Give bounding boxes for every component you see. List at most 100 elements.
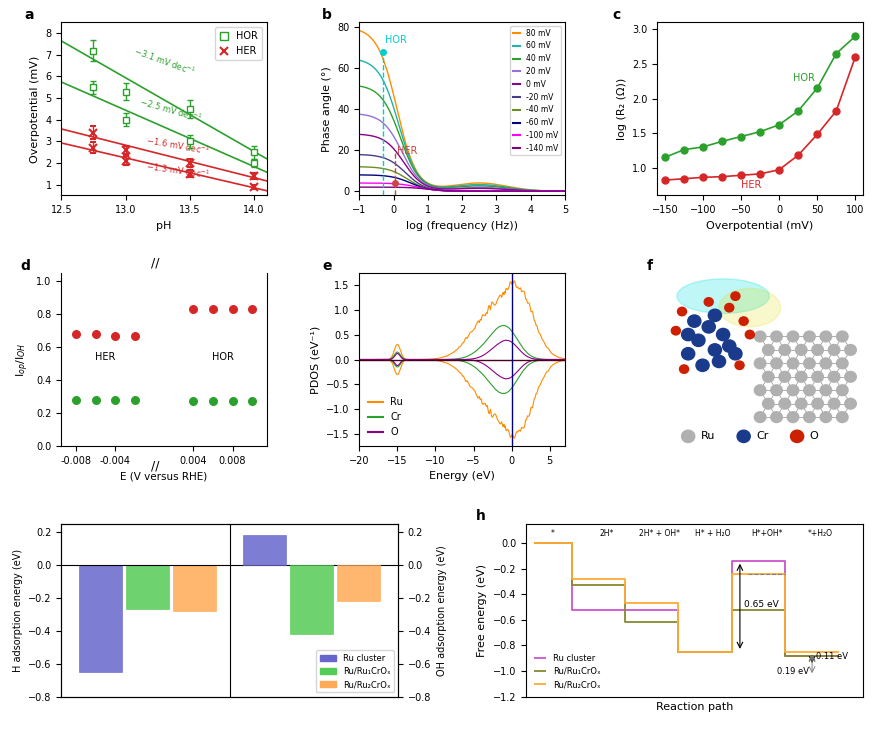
Y-axis label: I$_{op}$/I$_{OH}$: I$_{op}$/I$_{OH}$ <box>14 342 31 377</box>
Legend: 80 mV, 60 mV, 40 mV, 20 mV, 0 mV, -20 mV, -40 mV, -60 mV, -100 mV, -140 mV: 80 mV, 60 mV, 40 mV, 20 mV, 0 mV, -20 mV… <box>511 26 561 155</box>
Ru cluster <box>619 605 630 614</box>
Cr <box>449 354 459 363</box>
Circle shape <box>763 345 774 355</box>
Text: d: d <box>20 258 30 273</box>
Circle shape <box>754 358 766 369</box>
Circle shape <box>754 385 766 395</box>
Circle shape <box>837 385 848 395</box>
Ru/Ru₂CrOₓ <box>636 598 646 607</box>
Circle shape <box>795 372 807 382</box>
Cr <box>554 355 564 364</box>
Line: Cr: Cr <box>359 326 565 360</box>
Text: c: c <box>612 8 620 22</box>
Ru <box>560 354 570 363</box>
Circle shape <box>790 430 803 443</box>
Ru/Ru₂CrOₓ <box>796 647 807 656</box>
Circle shape <box>820 331 831 342</box>
Circle shape <box>829 398 840 409</box>
Circle shape <box>717 328 730 341</box>
Ru cluster <box>689 647 700 656</box>
Ru/Ru₁CrOₓ <box>636 618 646 627</box>
Cr <box>454 354 464 363</box>
Point <box>128 330 142 342</box>
Text: H* + H₂O: H* + H₂O <box>696 529 731 538</box>
Point <box>187 395 201 407</box>
Circle shape <box>829 345 840 355</box>
Text: $-2.5\ \mathrm{mV\ dec^{-1}}$: $-2.5\ \mathrm{mV\ dec^{-1}}$ <box>138 95 204 125</box>
Ru/Ru₂CrOₓ <box>781 647 791 656</box>
Ru cluster <box>636 605 646 614</box>
Y-axis label: H adsorption energy (eV): H adsorption energy (eV) <box>12 548 23 672</box>
Circle shape <box>788 331 799 342</box>
Ru cluster <box>619 605 630 614</box>
Point <box>108 394 122 406</box>
Cr <box>554 355 564 364</box>
Text: //: // <box>151 460 159 473</box>
Line: Ru cluster: Ru cluster <box>534 543 839 655</box>
O <box>364 355 375 364</box>
Circle shape <box>712 355 725 368</box>
Ru/Ru₂CrOₓ <box>689 647 700 656</box>
Circle shape <box>803 331 816 342</box>
Ru/Ru₁CrOₓ <box>566 580 576 589</box>
O <box>449 355 459 364</box>
Circle shape <box>763 398 774 409</box>
Ru/Ru₁CrOₓ <box>689 647 700 656</box>
Circle shape <box>704 297 713 306</box>
Circle shape <box>820 412 831 422</box>
Circle shape <box>754 412 766 422</box>
Circle shape <box>844 372 856 382</box>
Ru cluster <box>834 651 844 660</box>
Ru/Ru₁CrOₓ <box>743 605 753 614</box>
Ru cluster <box>636 605 646 614</box>
Circle shape <box>696 359 710 372</box>
Y-axis label: PDOS (eV⁻¹): PDOS (eV⁻¹) <box>311 325 321 394</box>
Ru cluster <box>566 605 576 614</box>
Ru/Ru₂CrOₓ <box>583 574 593 583</box>
Ru <box>449 348 459 357</box>
O <box>501 336 512 345</box>
Y-axis label: Phase angle (°): Phase angle (°) <box>321 66 332 152</box>
Circle shape <box>788 385 799 395</box>
Ru/Ru₂CrOₓ <box>781 569 791 578</box>
Text: //: // <box>151 257 159 270</box>
Text: Ru: Ru <box>701 431 715 441</box>
Ru cluster <box>583 605 593 614</box>
Ru/Ru₂CrOₓ <box>689 647 700 656</box>
Ru <box>554 353 564 362</box>
Circle shape <box>703 321 716 333</box>
Ru/Ru₂CrOₓ <box>583 574 593 583</box>
Circle shape <box>803 358 816 369</box>
Y-axis label: Free energy (eV): Free energy (eV) <box>477 564 487 657</box>
Text: HER: HER <box>397 146 417 157</box>
Text: HER: HER <box>95 352 116 363</box>
Circle shape <box>829 372 840 382</box>
Ru cluster <box>743 557 753 565</box>
Text: 2H*: 2H* <box>599 529 613 538</box>
Ru cluster <box>583 605 593 614</box>
Ellipse shape <box>719 288 781 327</box>
Circle shape <box>677 307 687 316</box>
Circle shape <box>812 345 823 355</box>
X-axis label: log (frequency (Hz)): log (frequency (Hz)) <box>406 221 518 231</box>
Text: HER: HER <box>741 181 761 190</box>
Circle shape <box>735 361 744 369</box>
X-axis label: Energy (eV): Energy (eV) <box>429 471 495 481</box>
Ru/Ru₁CrOₓ <box>673 618 683 627</box>
Ru/Ru₁CrOₓ <box>566 539 576 548</box>
Circle shape <box>812 398 823 409</box>
Point <box>226 303 240 315</box>
Ru/Ru₁CrOₓ <box>781 651 791 660</box>
Text: h: h <box>476 509 485 524</box>
Bar <box>79 565 122 672</box>
Ru/Ru₂CrOₓ <box>796 647 807 656</box>
O <box>554 355 564 364</box>
Ru/Ru₂CrOₓ <box>743 569 753 578</box>
X-axis label: pH: pH <box>157 221 172 231</box>
Ru/Ru₁CrOₓ <box>619 580 630 589</box>
O <box>554 355 564 364</box>
Ru/Ru₂CrOₓ <box>619 598 630 607</box>
Legend: Ru cluster, Ru/Ru₁CrOₓ, Ru/Ru₂CrOₓ: Ru cluster, Ru/Ru₁CrOₓ, Ru/Ru₂CrOₓ <box>316 650 394 692</box>
Ru/Ru₂CrOₓ <box>726 647 737 656</box>
Text: HOR: HOR <box>212 352 234 363</box>
